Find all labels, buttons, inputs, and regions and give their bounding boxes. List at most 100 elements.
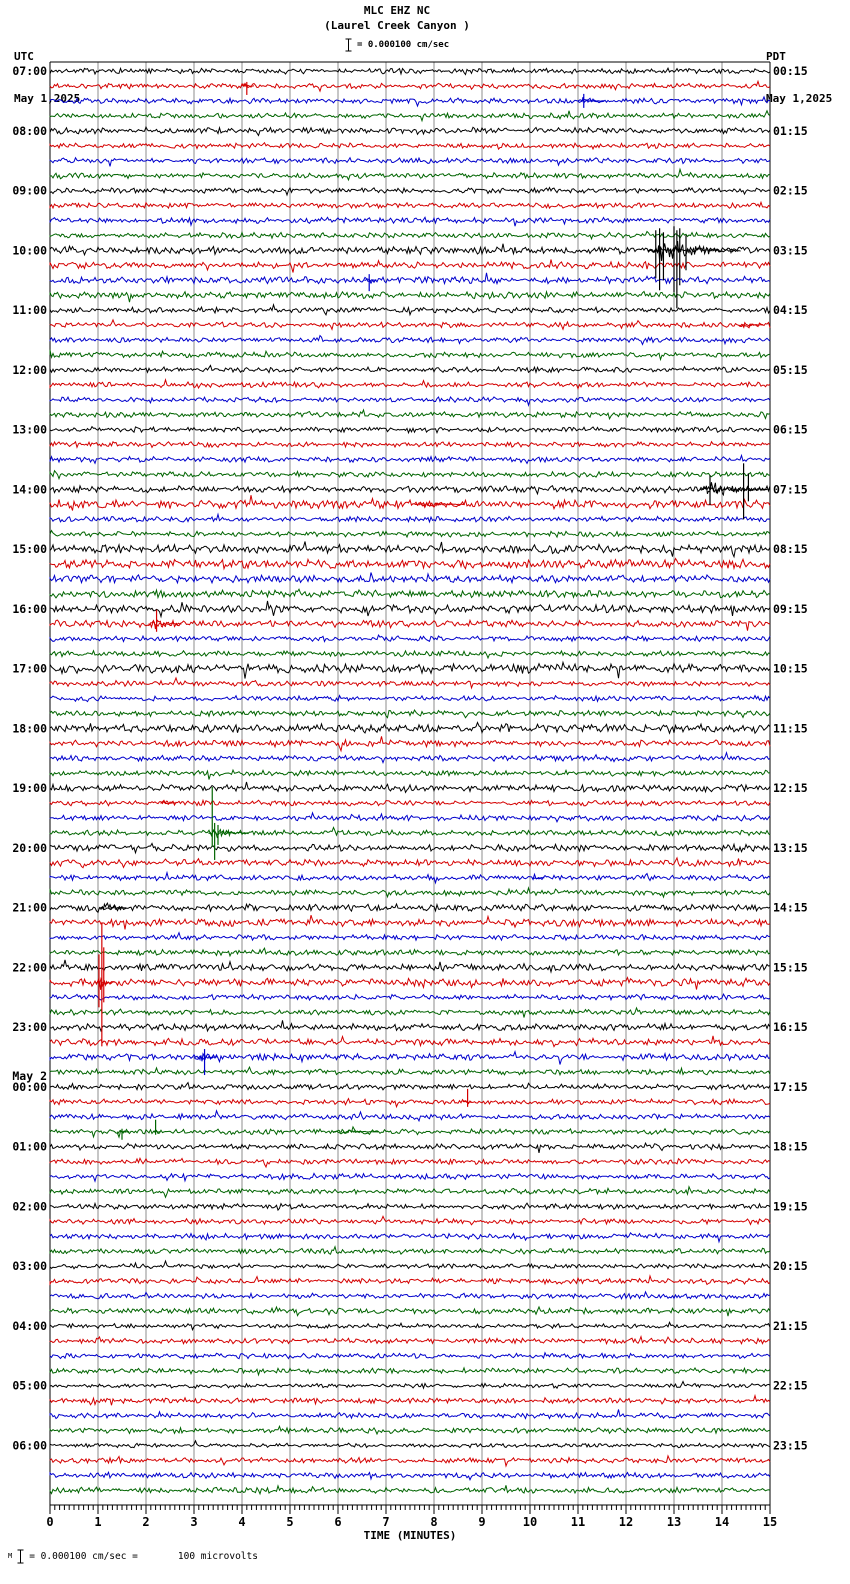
- trace-row: [49, 79, 771, 93]
- x-tick-label: 13: [667, 1515, 681, 1529]
- trace-row: [49, 1125, 771, 1139]
- pdt-hour-label: 12:15: [773, 781, 808, 795]
- x-tick-label: 14: [715, 1515, 729, 1529]
- trace-row: [49, 1274, 771, 1286]
- trace-row: [49, 109, 771, 123]
- scale-bracket-icon: [17, 1549, 24, 1563]
- trace-row: [49, 230, 771, 241]
- trace-row: [49, 798, 771, 807]
- trace-row: [49, 440, 771, 449]
- pdt-hour-label: 01:15: [773, 124, 808, 138]
- trace-row: [49, 1034, 771, 1048]
- x-tick-label: 5: [286, 1515, 293, 1529]
- trace-row: [49, 914, 771, 930]
- trace-row: [49, 484, 771, 496]
- trace-row: [49, 976, 771, 990]
- x-tick-label: 8: [430, 1515, 437, 1529]
- utc-hour-label: 18:00: [12, 721, 47, 735]
- trace-row: [49, 676, 771, 690]
- trace-row: [49, 167, 770, 182]
- pdt-hour-label: 08:15: [773, 542, 808, 556]
- event-burst: [116, 1129, 130, 1135]
- pdt-hour-label: 20:15: [773, 1259, 808, 1273]
- pdt-hour-label: 03:15: [773, 243, 808, 257]
- trace-row: [49, 618, 771, 631]
- trace-row: [49, 842, 771, 855]
- trace-row: [49, 588, 771, 600]
- footer-prefix: M: [8, 1552, 13, 1560]
- trace-row: [49, 1201, 771, 1212]
- trace-row: [49, 1097, 771, 1109]
- trace-row: [49, 1393, 771, 1407]
- trace-row: [49, 1245, 771, 1255]
- utc-hour-label: 19:00: [12, 781, 47, 795]
- trace-row: [49, 1185, 771, 1199]
- scale-bracket-icon: [345, 38, 352, 52]
- trace-row: [49, 125, 771, 137]
- trace-row: [49, 1380, 771, 1390]
- x-tick-label: 3: [190, 1515, 197, 1529]
- pdt-hour-label: 04:15: [773, 303, 808, 317]
- trace-row: [49, 1320, 771, 1332]
- pdt-hour-label: 07:15: [773, 482, 808, 496]
- trace-row: [49, 1141, 771, 1153]
- trace-row: [49, 1109, 771, 1123]
- x-tick-label: 1: [94, 1515, 101, 1529]
- trace-row: [49, 1305, 771, 1317]
- trace-row: [49, 870, 771, 885]
- trace-row: [49, 768, 771, 780]
- event-burst: [647, 240, 741, 262]
- trace-row: [49, 1470, 771, 1481]
- pdt-hour-label: 19:15: [773, 1199, 808, 1213]
- event-burst: [532, 877, 545, 880]
- event-burst: [160, 799, 177, 805]
- event-burst: [193, 1052, 219, 1062]
- utc-hour-label: 14:00: [12, 482, 47, 496]
- pdt-hour-label: 15:15: [773, 960, 808, 974]
- trace-row: [49, 721, 771, 735]
- utc-hour-label: 08:00: [12, 124, 47, 138]
- utc-hour-label: 13:00: [12, 423, 47, 437]
- scale-label: = 0.000100 cm/sec: [357, 40, 450, 50]
- utc-hour-label: 23:00: [12, 1020, 47, 1034]
- pdt-hour-label: 18:15: [773, 1140, 808, 1154]
- trace-row: [49, 512, 771, 524]
- trace-row: [49, 751, 771, 765]
- pdt-hour-label: 09:15: [773, 602, 808, 616]
- trace-row: [49, 992, 771, 1002]
- trace-row: [49, 959, 771, 974]
- x-tick-label: 11: [571, 1515, 585, 1529]
- trace-row: [49, 826, 771, 837]
- trace-row: [49, 318, 771, 331]
- event-burst: [152, 1130, 161, 1133]
- trace-row: [49, 1335, 771, 1346]
- event-burst: [414, 501, 465, 509]
- trace-row: [49, 649, 771, 660]
- trace-row: [49, 1006, 771, 1018]
- trace-row: [49, 364, 771, 375]
- trace-row: [49, 660, 771, 679]
- trace-row: [49, 1290, 771, 1301]
- trace-row: [49, 495, 771, 511]
- trace-row: [49, 259, 771, 273]
- pdt-hour-label: 16:15: [773, 1020, 808, 1034]
- x-tick-label: 9: [478, 1515, 485, 1529]
- pdt-hour-label: 22:15: [773, 1379, 808, 1393]
- trace-row: [49, 303, 771, 317]
- x-axis-title: TIME (MINUTES): [364, 1529, 457, 1542]
- right-date-label: May 1,2025: [766, 92, 833, 105]
- trace-row: [49, 141, 771, 151]
- pdt-hour-label: 21:15: [773, 1319, 808, 1333]
- station-title: MLC EHZ NC: [363, 4, 431, 17]
- pdt-hour-label: 00:15: [773, 64, 808, 78]
- pdt-hour-label: 23:15: [773, 1438, 808, 1452]
- utc-hour-label: 16:00: [12, 602, 47, 616]
- trace-row: [49, 289, 771, 303]
- pdt-hour-label: 05:15: [773, 363, 808, 377]
- event-burst: [100, 902, 127, 911]
- trace-row: [49, 408, 771, 421]
- footer-scale-legend: M = 0.000100 cm/sec = 100 microvolts: [8, 1547, 258, 1565]
- event-burst: [577, 96, 605, 104]
- x-tick-label: 7: [382, 1515, 389, 1529]
